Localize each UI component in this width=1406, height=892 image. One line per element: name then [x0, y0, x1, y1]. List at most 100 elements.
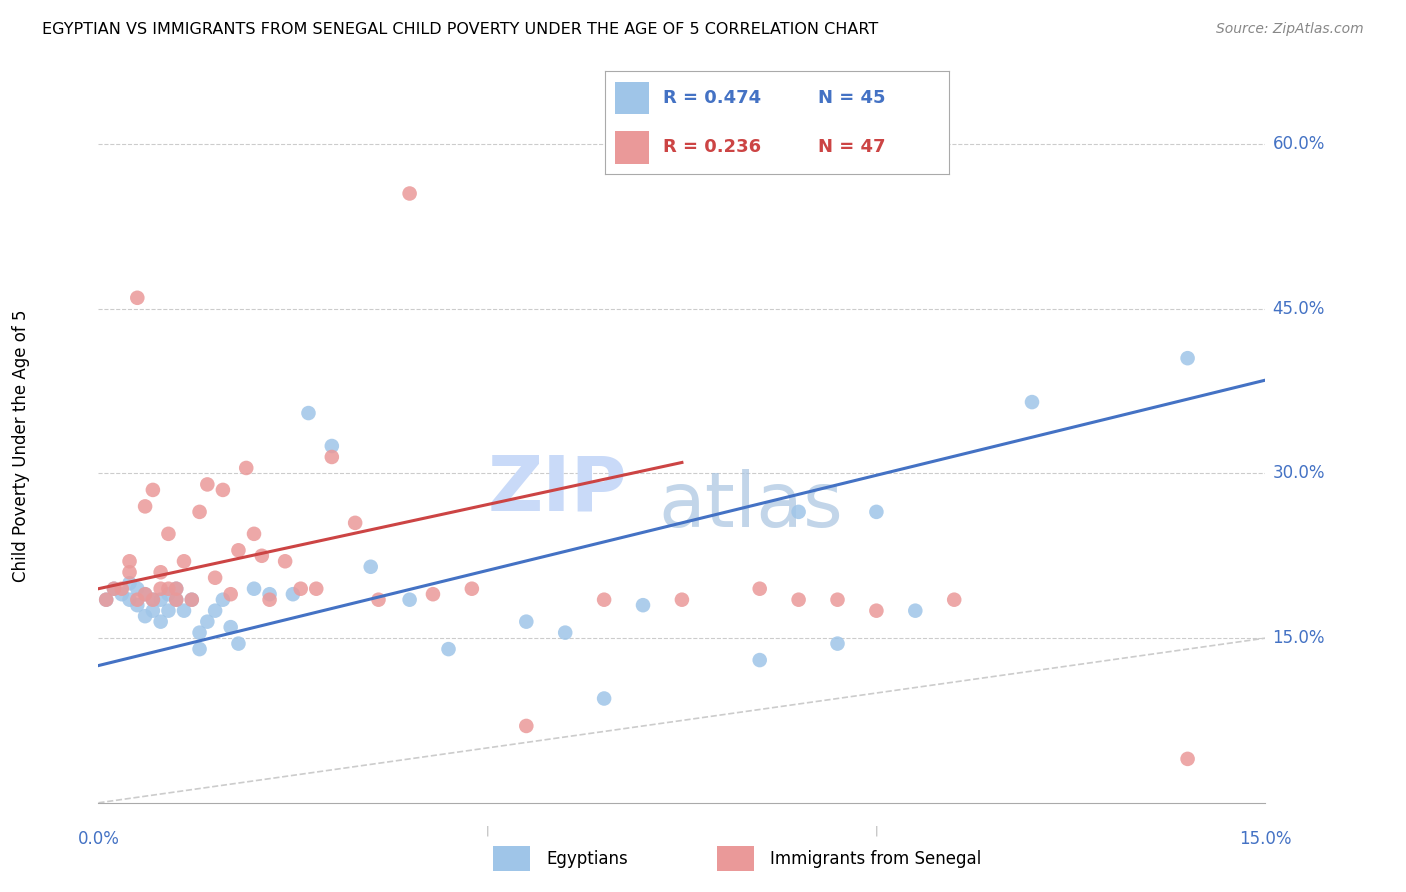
- Point: [96, 592, 118, 607]
- Point: [173, 604, 195, 618]
- Point: [149, 615, 172, 629]
- Point: [274, 554, 297, 568]
- Point: [243, 582, 266, 596]
- Point: [228, 637, 250, 651]
- Point: [204, 571, 226, 585]
- Point: [827, 637, 849, 651]
- Text: 0.0%: 0.0%: [77, 830, 120, 847]
- Point: [593, 592, 616, 607]
- Point: [118, 576, 141, 591]
- Point: [212, 592, 235, 607]
- Point: [515, 719, 537, 733]
- Point: [134, 587, 156, 601]
- Text: atlas: atlas: [658, 469, 844, 543]
- Point: [259, 587, 281, 601]
- Point: [235, 461, 257, 475]
- Point: [1177, 752, 1199, 766]
- Point: [865, 505, 887, 519]
- Point: [671, 592, 693, 607]
- Point: [437, 642, 460, 657]
- Point: [127, 592, 149, 607]
- Text: N = 47: N = 47: [818, 138, 886, 156]
- Point: [188, 642, 211, 657]
- Point: [134, 500, 156, 514]
- Point: [943, 592, 966, 607]
- Point: [219, 620, 242, 634]
- Point: [149, 592, 172, 607]
- Point: [515, 615, 537, 629]
- Text: 15.0%: 15.0%: [1239, 830, 1292, 847]
- Point: [259, 592, 281, 607]
- Point: [118, 566, 141, 580]
- Point: [96, 592, 118, 607]
- Point: [188, 505, 211, 519]
- Text: Immigrants from Senegal: Immigrants from Senegal: [770, 849, 981, 868]
- Point: [290, 582, 312, 596]
- Point: [127, 291, 149, 305]
- Point: [111, 582, 134, 596]
- Text: N = 45: N = 45: [818, 89, 886, 107]
- Text: Source: ZipAtlas.com: Source: ZipAtlas.com: [1216, 22, 1364, 37]
- Point: [157, 526, 180, 541]
- Text: 30.0%: 30.0%: [1272, 465, 1324, 483]
- Point: [787, 505, 810, 519]
- Point: [127, 598, 149, 612]
- Point: [103, 582, 125, 596]
- Point: [134, 587, 156, 601]
- Point: [134, 609, 156, 624]
- Point: [360, 559, 382, 574]
- Point: [212, 483, 235, 497]
- Bar: [492, 847, 530, 871]
- Point: [204, 604, 226, 618]
- Point: [398, 592, 420, 607]
- Point: [157, 604, 180, 618]
- Point: [157, 582, 180, 596]
- Point: [180, 592, 202, 607]
- Text: R = 0.236: R = 0.236: [664, 138, 761, 156]
- Point: [250, 549, 273, 563]
- Point: [297, 406, 319, 420]
- Text: Child Poverty Under the Age of 5: Child Poverty Under the Age of 5: [13, 310, 30, 582]
- Point: [344, 516, 367, 530]
- Point: [165, 582, 187, 596]
- Text: 45.0%: 45.0%: [1272, 300, 1324, 318]
- Point: [228, 543, 250, 558]
- Point: [173, 554, 195, 568]
- Point: [748, 582, 770, 596]
- Text: |: |: [875, 825, 879, 836]
- Point: [1021, 395, 1043, 409]
- Text: |: |: [485, 825, 489, 836]
- Point: [127, 582, 149, 596]
- Point: [865, 604, 887, 618]
- Point: [748, 653, 770, 667]
- Text: Egyptians: Egyptians: [546, 849, 628, 868]
- Point: [321, 439, 343, 453]
- Bar: [717, 847, 755, 871]
- Bar: [614, 81, 650, 114]
- Point: [157, 587, 180, 601]
- Point: [461, 582, 484, 596]
- Point: [118, 592, 141, 607]
- Point: [142, 592, 165, 607]
- Point: [367, 592, 389, 607]
- Point: [142, 592, 165, 607]
- Point: [103, 582, 125, 596]
- Point: [1177, 351, 1199, 366]
- Point: [165, 582, 187, 596]
- Point: [188, 625, 211, 640]
- Point: [321, 450, 343, 464]
- Point: [243, 526, 266, 541]
- Point: [593, 691, 616, 706]
- Point: [142, 604, 165, 618]
- Point: [904, 604, 927, 618]
- Point: [281, 587, 304, 601]
- Point: [398, 186, 420, 201]
- Bar: [614, 131, 650, 163]
- Point: [195, 477, 218, 491]
- Point: [165, 592, 187, 607]
- Point: [554, 625, 576, 640]
- Text: 60.0%: 60.0%: [1272, 135, 1324, 153]
- Text: EGYPTIAN VS IMMIGRANTS FROM SENEGAL CHILD POVERTY UNDER THE AGE OF 5 CORRELATION: EGYPTIAN VS IMMIGRANTS FROM SENEGAL CHIL…: [42, 22, 879, 37]
- Point: [195, 615, 218, 629]
- Point: [149, 566, 172, 580]
